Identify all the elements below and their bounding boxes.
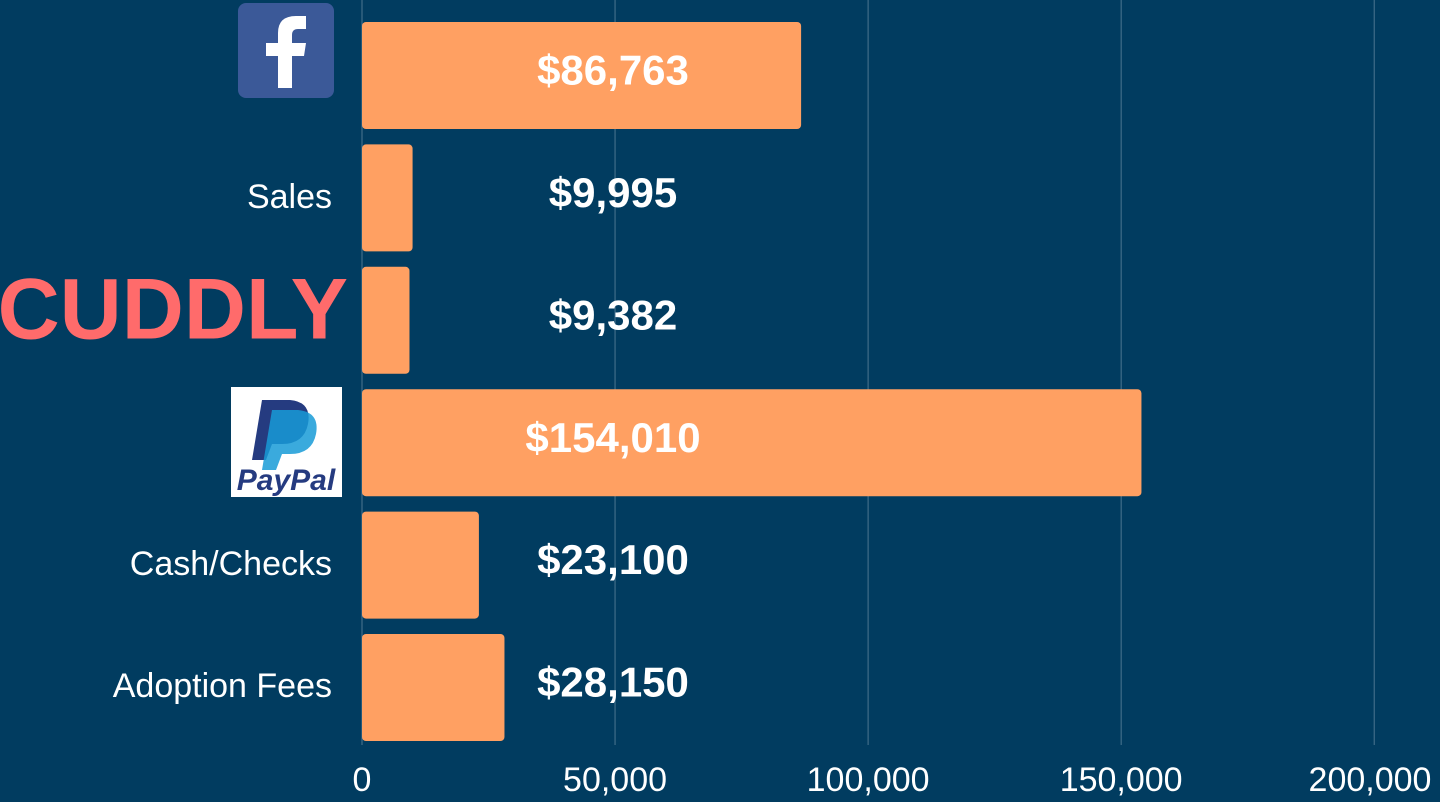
bar	[362, 634, 505, 741]
x-tick-label: 50,000	[563, 761, 667, 799]
x-tick-label: 0	[353, 761, 372, 799]
value-label: $28,150	[537, 659, 689, 706]
category-label: Cash/Checks	[130, 545, 332, 583]
x-tick-label: 150,000	[1060, 761, 1183, 799]
value-label: $154,010	[525, 414, 700, 461]
value-label: $9,995	[549, 169, 677, 216]
value-label: $9,382	[549, 291, 677, 338]
category-label: Adoption Fees	[113, 667, 332, 705]
category-label: PayPal	[237, 464, 336, 497]
bar	[362, 22, 802, 129]
x-tick-label: 100,000	[807, 761, 930, 799]
facebook-logo	[238, 3, 334, 98]
paypal-logo: PayPal	[231, 387, 342, 497]
bar	[362, 144, 413, 252]
category-label: Sales	[247, 178, 332, 216]
bar	[362, 266, 410, 374]
value-label: $23,100	[537, 536, 689, 583]
bars	[362, 22, 1142, 741]
bar	[362, 511, 479, 619]
x-tick-label: 200,000	[1309, 761, 1432, 799]
value-label: $86,763	[537, 47, 689, 94]
cuddly-logo: CUDDLY	[0, 262, 348, 358]
bar	[362, 389, 1142, 497]
